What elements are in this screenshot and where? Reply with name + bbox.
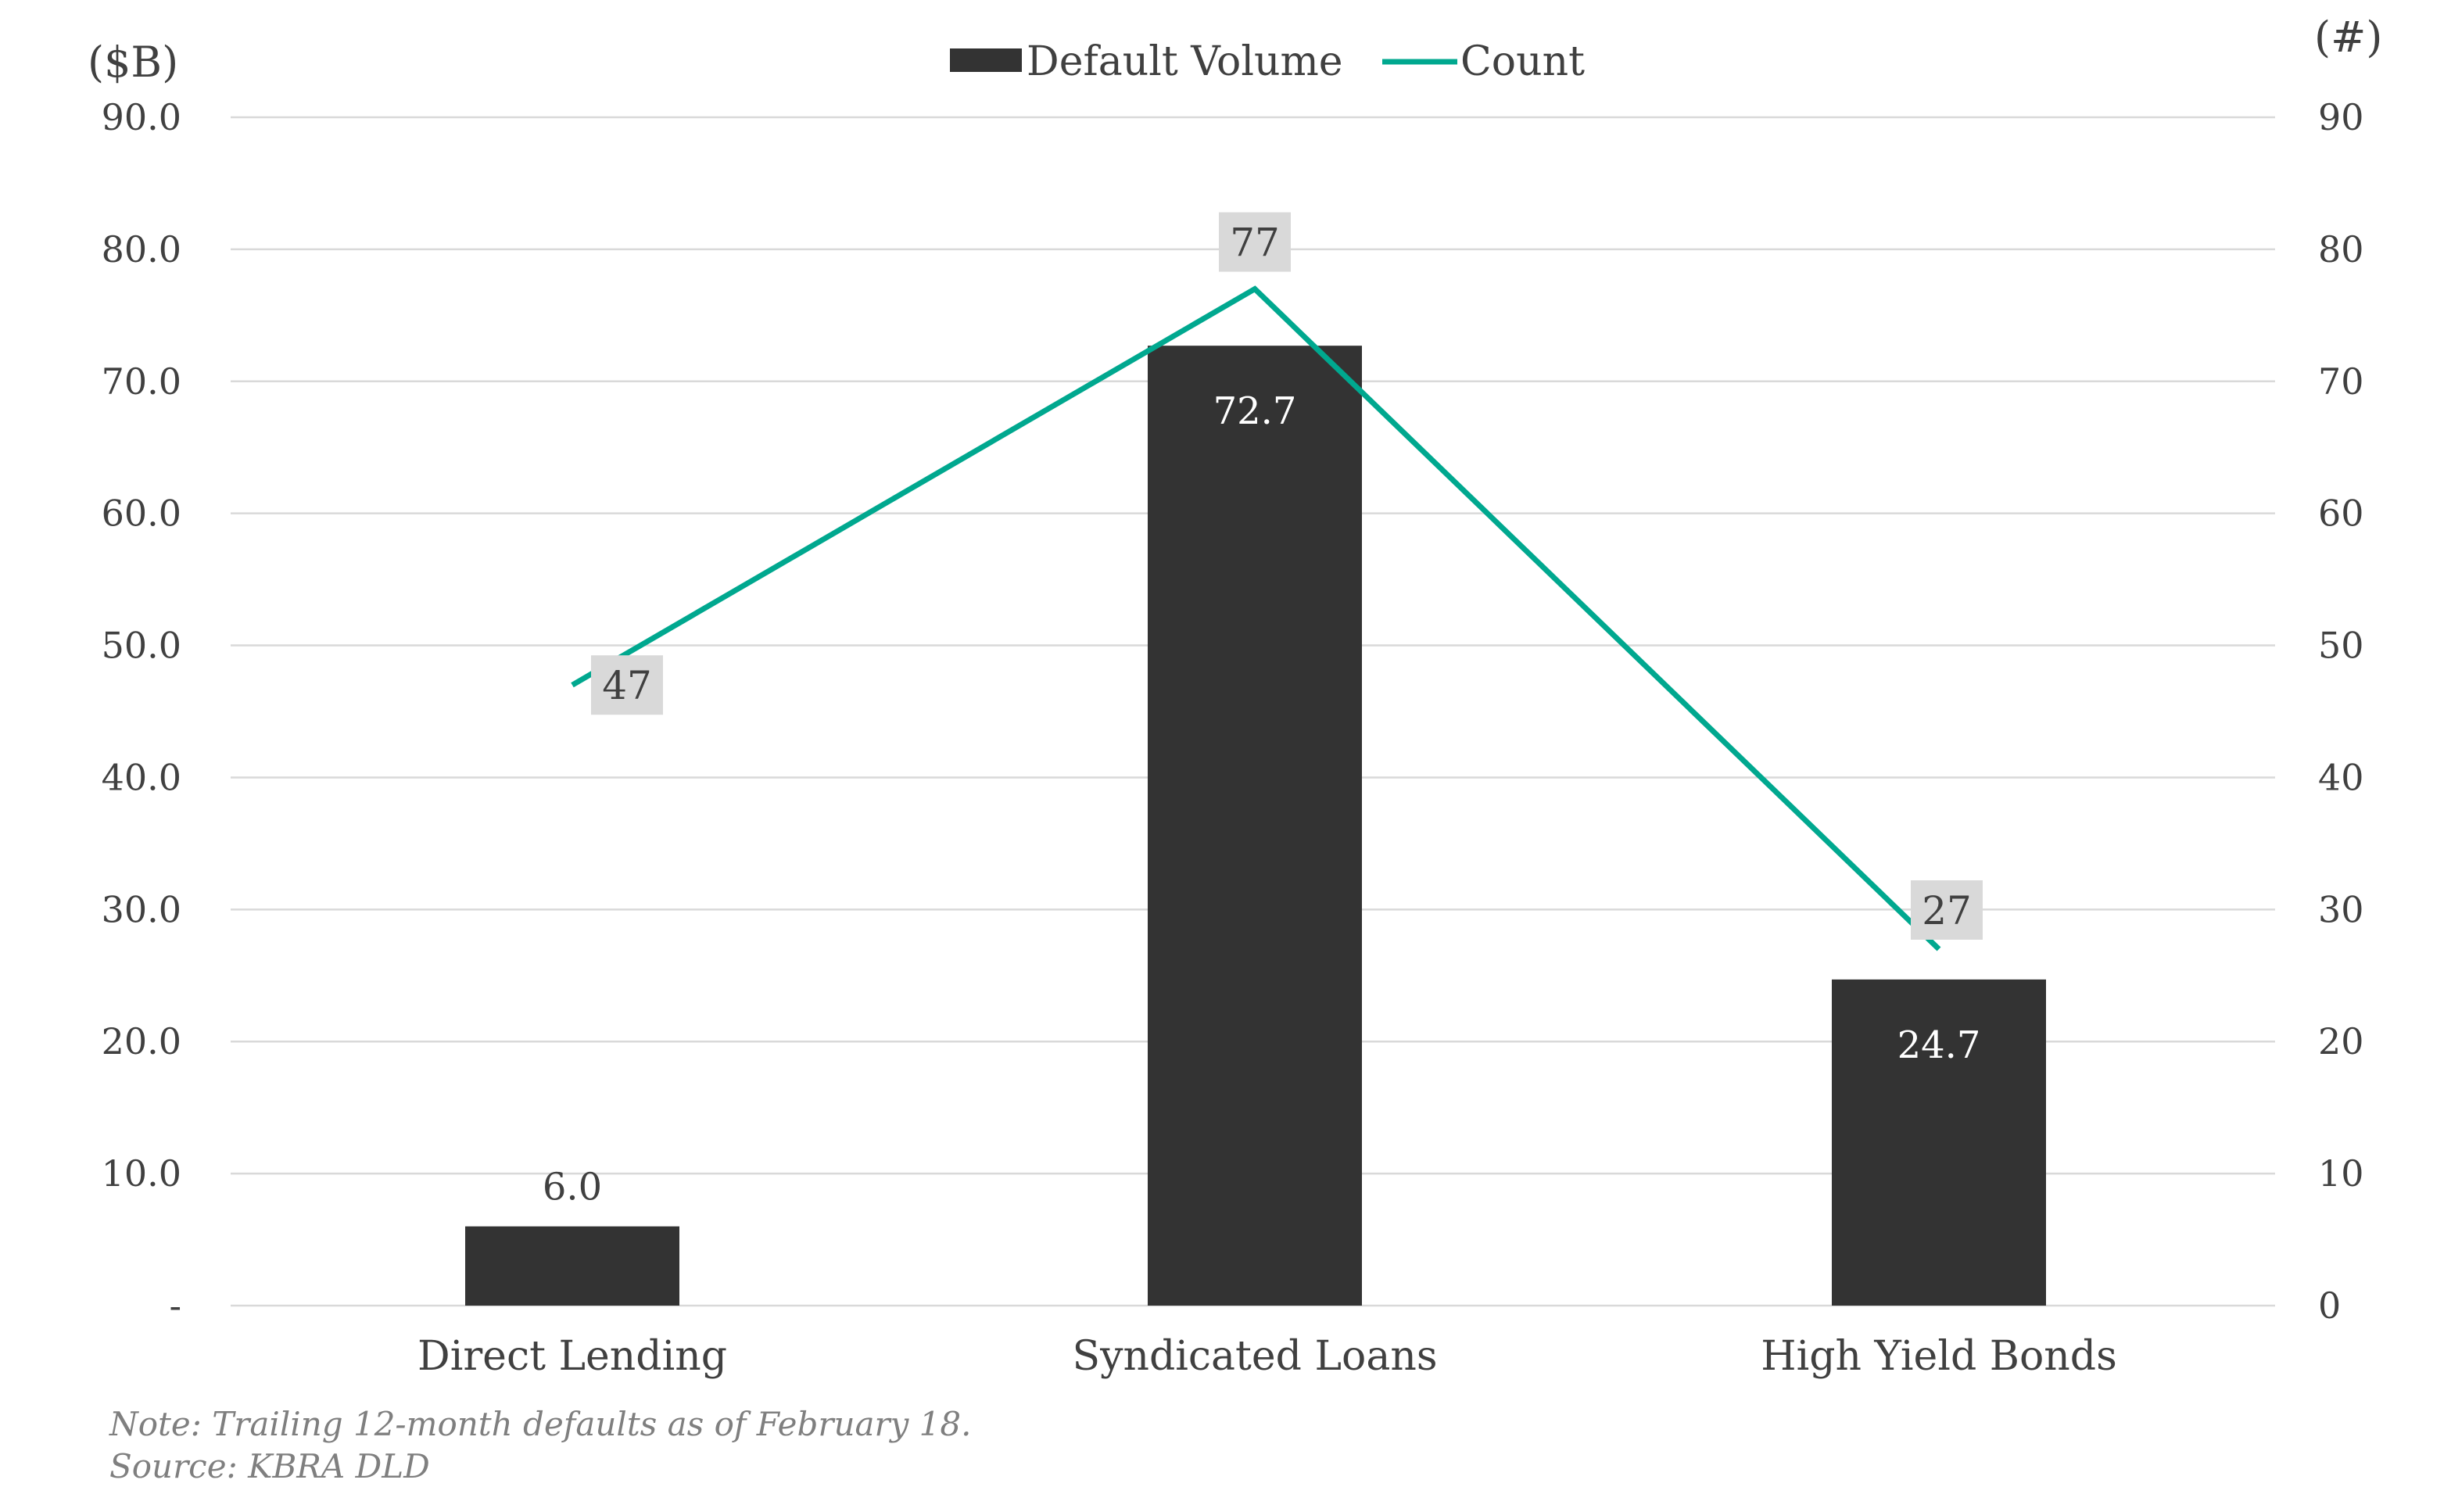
note-text: Note: Trailing 12-month defaults as of F… (109, 1405, 971, 1443)
right-tick-label: 30 (2318, 888, 2364, 930)
right-tick-label: 10 (2318, 1152, 2364, 1195)
right-tick-label: 90 (2318, 96, 2364, 138)
legend-swatch-default-volume (950, 48, 1022, 72)
legend-label-default-volume: Default Volume (1027, 38, 1343, 85)
left-tick-label: 10.0 (102, 1152, 181, 1195)
left-axis-unit: ($B) (88, 38, 178, 87)
right-axis-unit: (#) (2314, 13, 2382, 62)
left-tick-label: 30.0 (102, 888, 181, 930)
count-label-box (591, 655, 663, 715)
left-tick-label: 60.0 (102, 493, 181, 535)
bar (465, 1226, 679, 1306)
source-text: Source: KBRA DLD (109, 1447, 430, 1485)
bar (1148, 346, 1362, 1306)
bars (465, 346, 2046, 1306)
category-label: Syndicated Loans (1072, 1333, 1437, 1380)
axes: - 10.0 20.0 30.0 40.0 50.0 60.0 70.0 80.0 90.0 0 10… (102, 96, 2364, 1380)
left-tick-label: 20.0 (102, 1020, 181, 1062)
right-tick-label: 0 (2318, 1284, 2341, 1327)
count-value-label: 47 (602, 663, 652, 708)
right-tick-label: 50 (2318, 625, 2364, 667)
left-tick-label: 40.0 (102, 756, 181, 798)
count-line (571, 285, 1941, 951)
left-tick-label: 50.0 (102, 625, 181, 667)
right-tick-label: 70 (2318, 360, 2364, 403)
category-label: High Yield Bonds (1761, 1333, 2117, 1380)
count-value-label: 27 (1922, 888, 1972, 933)
left-tick-label: - (169, 1284, 181, 1327)
right-tick-label: 20 (2318, 1020, 2364, 1062)
bar (1832, 979, 2046, 1306)
count-label-box (1911, 880, 1983, 940)
category-label: Direct Lending (417, 1333, 727, 1380)
bar-value-label: 6.0 (543, 1166, 602, 1209)
left-tick-label: 90.0 (102, 96, 181, 138)
bar-value-label: 72.7 (1213, 389, 1297, 433)
left-tick-label: 80.0 (102, 228, 181, 271)
legend: Default Volume Count (950, 38, 1585, 85)
left-tick-label: 70.0 (102, 360, 181, 403)
legend-label-count: Count (1460, 38, 1585, 85)
bar-value-label: 24.7 (1897, 1023, 1981, 1067)
right-tick-label: 80 (2318, 228, 2364, 271)
count-label-box (1219, 212, 1291, 272)
count-series-line (571, 285, 1941, 951)
right-tick-label: 40 (2318, 756, 2364, 798)
data-labels: 6.0 72.7 24.7 47 77 27 (543, 212, 1983, 1209)
count-value-label: 77 (1230, 220, 1280, 266)
right-tick-label: 60 (2318, 493, 2364, 535)
